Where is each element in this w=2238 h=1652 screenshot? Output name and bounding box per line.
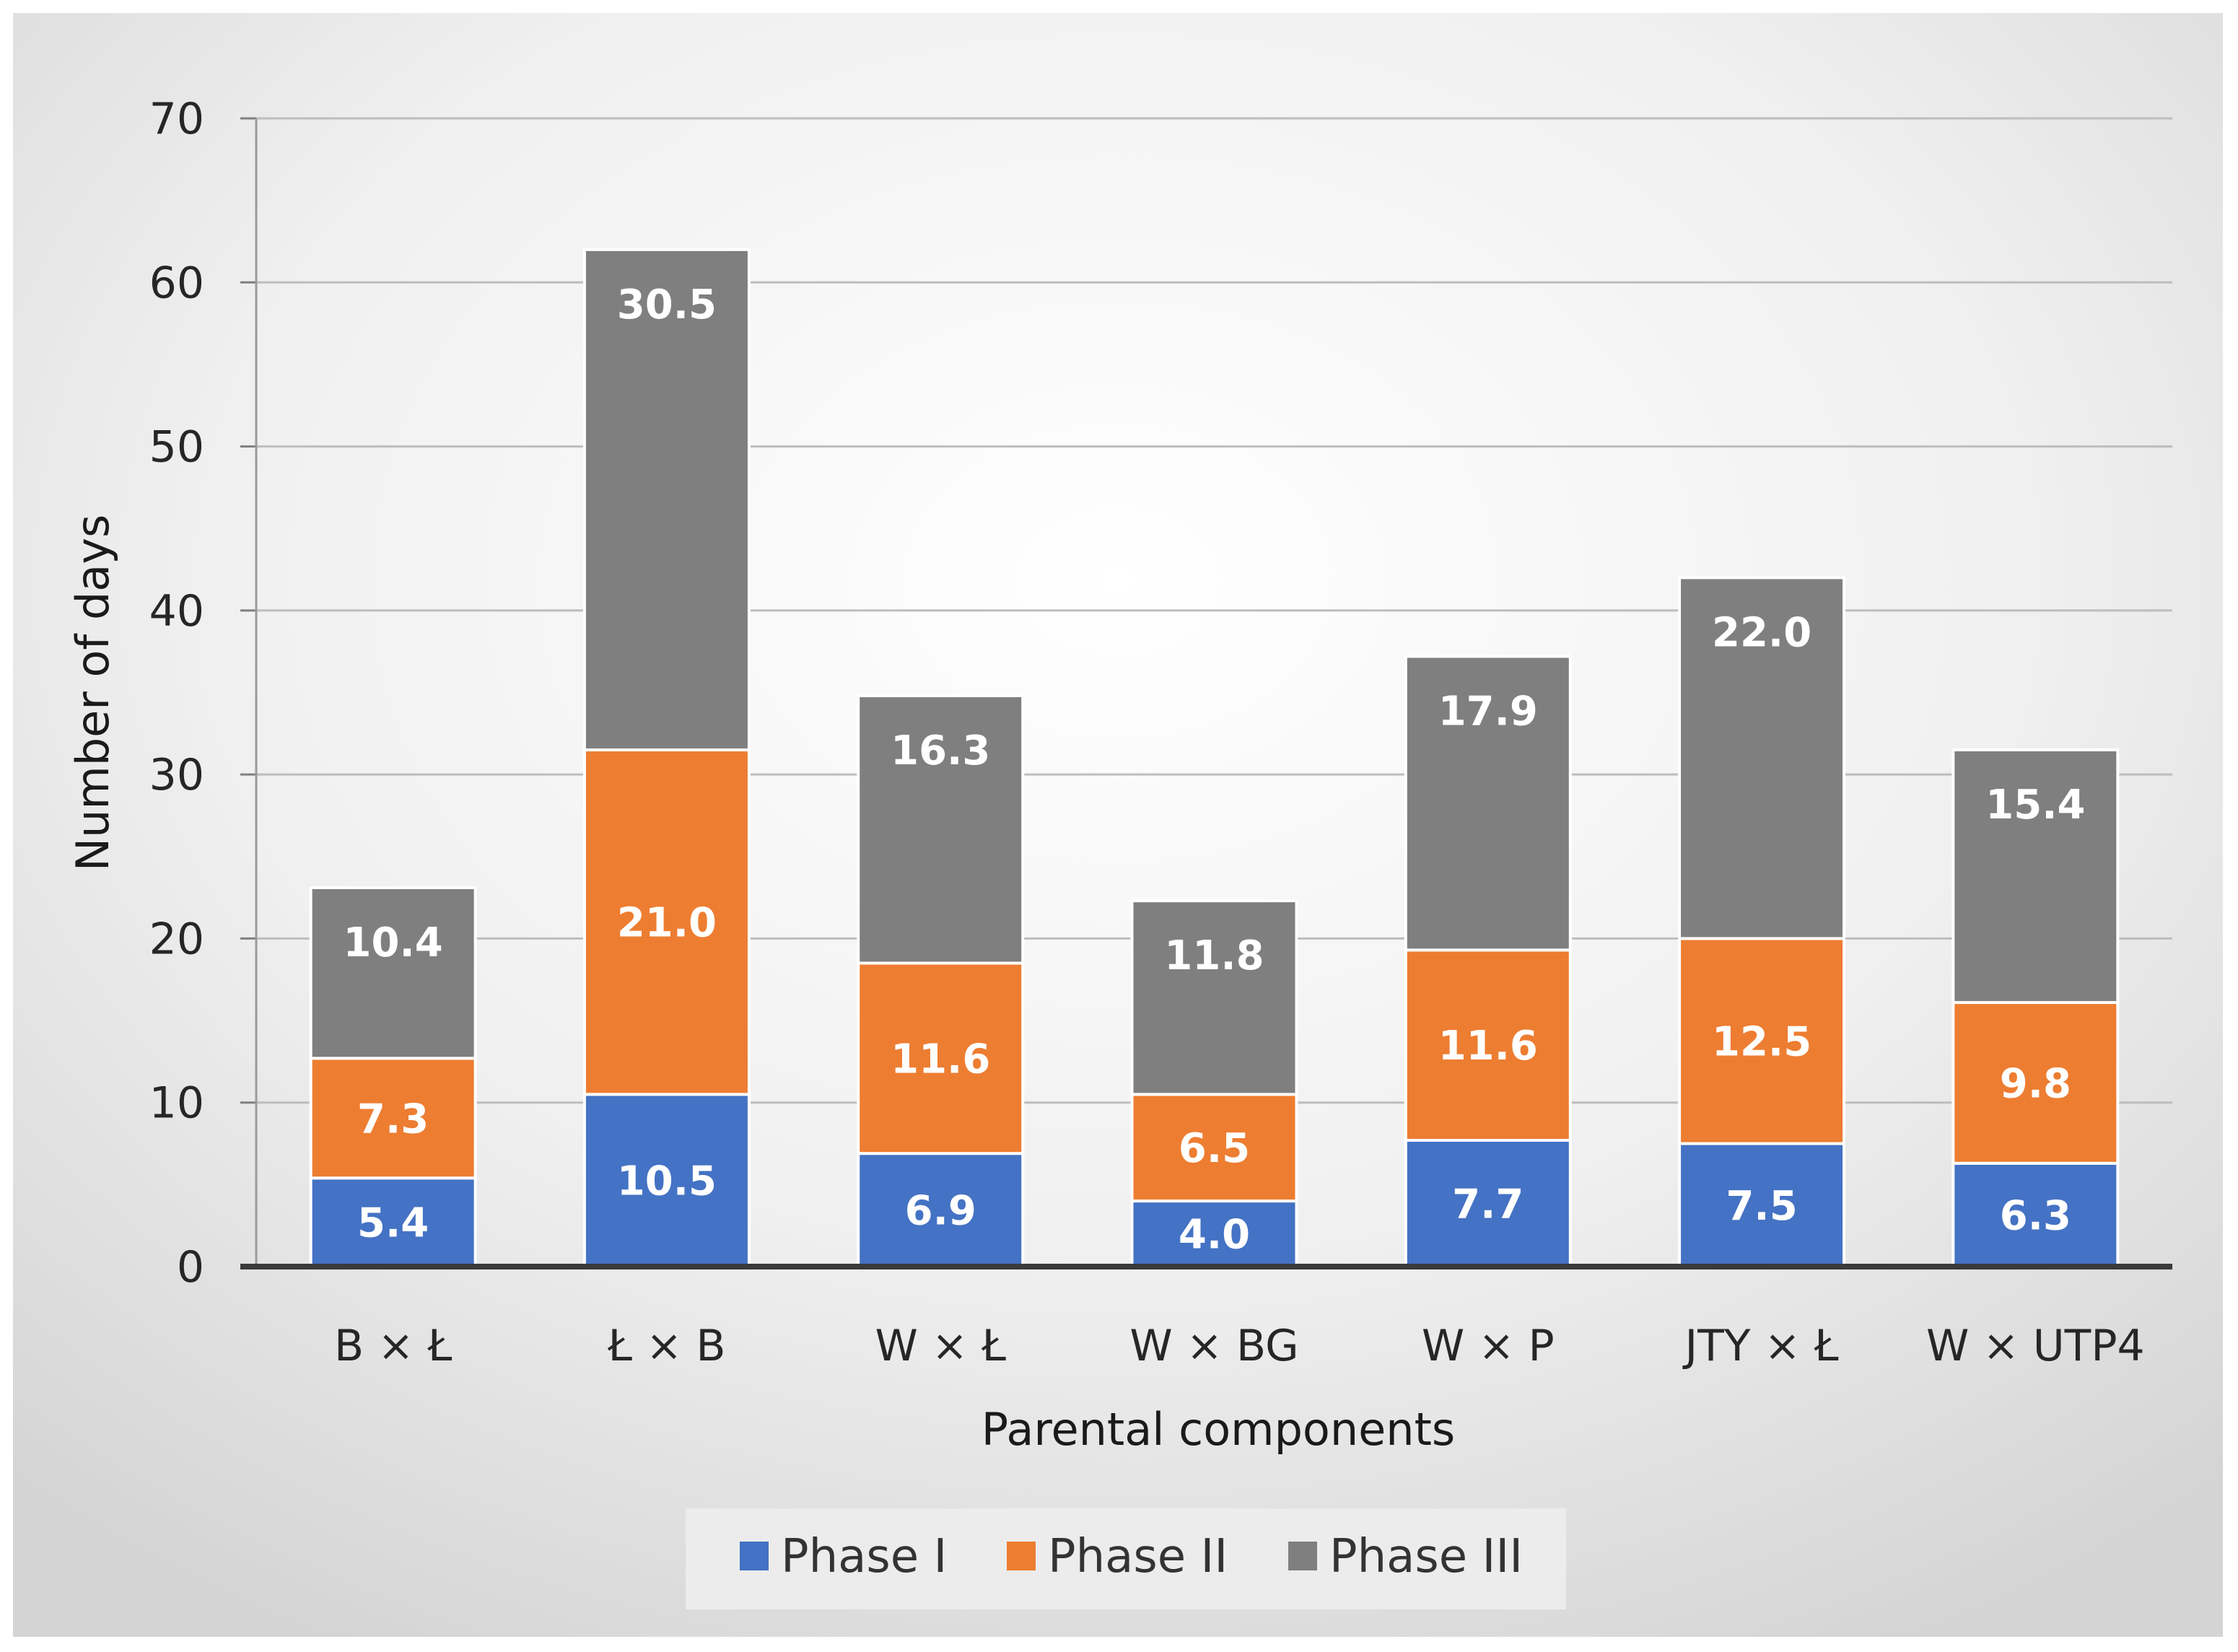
data-label: 7.7 [1452,1181,1524,1228]
data-label: 21.0 [617,900,717,947]
data-label: 11.6 [1438,1023,1538,1070]
x-tick-label: W × P [1422,1321,1555,1371]
bar-segment [1404,948,1572,1142]
bar-segment [582,748,751,1096]
bar-segment [309,886,477,1060]
legend-swatch [1007,1542,1036,1570]
legend-box [686,1508,1566,1609]
data-label: 12.5 [1712,1018,1811,1065]
chart-background [13,13,2223,1637]
bar-segment [1951,1001,2120,1165]
bar-segment [1678,576,1846,940]
data-label: 11.6 [891,1036,990,1083]
data-label: 17.9 [1438,688,1538,735]
bar-segment [1951,748,2120,1005]
data-label: 7.5 [1726,1183,1797,1230]
bar-segment [857,961,1025,1155]
data-label: 4.0 [1179,1212,1250,1259]
data-label: 9.8 [2000,1060,2071,1107]
data-label: 6.5 [1179,1125,1250,1172]
x-tick-label: JTY × Ł [1682,1321,1839,1371]
y-tick-label: 50 [149,422,204,473]
bar-segment [582,1093,751,1268]
legend-label: Phase III [1329,1530,1523,1583]
y-tick-label: 0 [177,1242,204,1293]
data-label: 16.3 [891,727,990,774]
bar-segment [1130,1199,1298,1268]
x-tick-label: Ł × B [607,1321,725,1371]
y-tick-label: 10 [149,1078,204,1129]
x-tick-label: W × BG [1129,1321,1298,1371]
legend: Phase I Phase II Phase III [686,1508,1566,1609]
data-label: 6.3 [2000,1192,2071,1239]
y-axis-title: Number of days [66,515,119,872]
legend-label: Phase I [781,1530,947,1583]
legend-label: Phase II [1048,1530,1228,1583]
legend-swatch [740,1542,769,1570]
gridlines [256,117,2172,1104]
axes: 0 10 20 30 40 50 60 70 B × Ł Ł × B W × Ł W × BG W × … [149,94,2172,1371]
y-tick-label: 40 [149,586,204,637]
data-label: 6.9 [905,1188,976,1235]
bar-segment [582,248,751,752]
data-labels: 5.4 7.3 10.4 10.5 21.0 30.5 6.9 11.6 16.3 4.0 6.5 1… [344,281,2086,1259]
data-label: 7.3 [357,1096,429,1142]
data-label: 11.8 [1164,932,1264,979]
bar-segment [857,1152,1025,1268]
data-label: 30.5 [617,281,717,328]
x-axis-title: Parental components [982,1403,1455,1456]
x-tick-label: B × Ł [334,1321,453,1371]
data-label: 22.0 [1712,609,1811,656]
y-tick-label: 60 [149,258,204,308]
bar-segment [857,694,1025,965]
bar-segment [1404,1138,1572,1268]
data-label: 5.4 [357,1200,429,1247]
y-tick-label: 30 [149,750,204,800]
y-tick-label: 20 [149,914,204,964]
data-label: 10.4 [344,919,443,966]
bar-segment [1130,899,1298,1096]
bars [309,248,2120,1269]
bar-segment [1678,1142,1846,1269]
x-tick-label: W × Ł [875,1321,1006,1371]
x-tick-label: W × UTP4 [1926,1321,2145,1371]
bar-segment [1678,937,1846,1145]
bar-segment [309,1057,477,1180]
bar-segment [1404,655,1572,952]
data-label: 10.5 [617,1158,717,1205]
bar-segment [1130,1093,1298,1203]
y-tick-label: 70 [149,94,204,144]
data-label: 15.4 [1985,782,2085,829]
legend-swatch [1288,1542,1317,1570]
